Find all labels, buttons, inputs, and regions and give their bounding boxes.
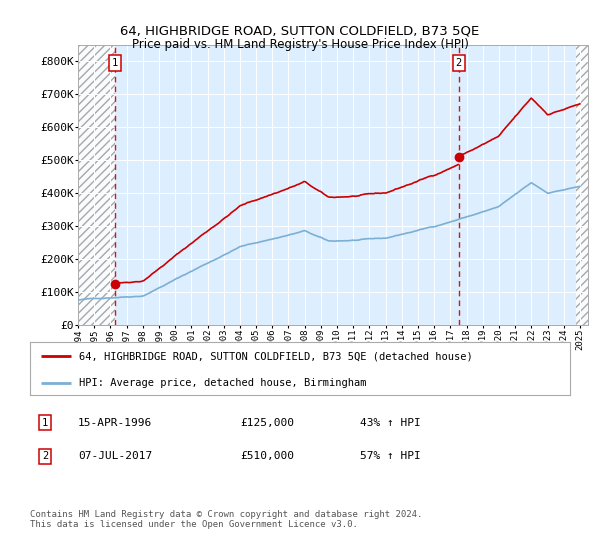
Text: 2: 2 [42,451,48,461]
Text: £510,000: £510,000 [240,451,294,461]
Text: HPI: Average price, detached house, Birmingham: HPI: Average price, detached house, Birm… [79,378,366,388]
Text: 1: 1 [42,418,48,428]
Text: 1: 1 [112,58,118,68]
Text: 43% ↑ HPI: 43% ↑ HPI [360,418,421,428]
Text: 57% ↑ HPI: 57% ↑ HPI [360,451,421,461]
Bar [576,45,588,325]
Text: 64, HIGHBRIDGE ROAD, SUTTON COLDFIELD, B73 5QE: 64, HIGHBRIDGE ROAD, SUTTON COLDFIELD, B… [121,24,479,38]
Text: 15-APR-1996: 15-APR-1996 [78,418,152,428]
Text: £125,000: £125,000 [240,418,294,428]
Text: 07-JUL-2017: 07-JUL-2017 [78,451,152,461]
Text: 64, HIGHBRIDGE ROAD, SUTTON COLDFIELD, B73 5QE (detached house): 64, HIGHBRIDGE ROAD, SUTTON COLDFIELD, B… [79,352,472,362]
Text: Price paid vs. HM Land Registry's House Price Index (HPI): Price paid vs. HM Land Registry's House … [131,38,469,52]
Text: Contains HM Land Registry data © Crown copyright and database right 2024.
This d: Contains HM Land Registry data © Crown c… [30,510,422,529]
Text: 2: 2 [455,58,462,68]
Bar [78,45,115,325]
